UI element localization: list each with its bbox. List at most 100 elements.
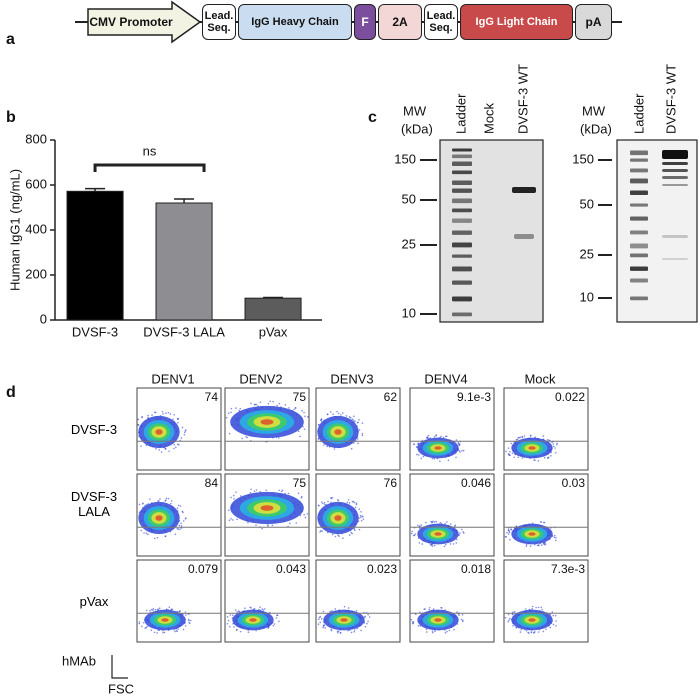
event-dot bbox=[449, 543, 452, 545]
event-dot bbox=[368, 616, 371, 618]
event-dot bbox=[413, 443, 415, 446]
event-dot bbox=[287, 492, 290, 495]
event-dot bbox=[417, 454, 420, 456]
event-dot bbox=[536, 544, 539, 546]
bar bbox=[66, 190, 124, 321]
flow-plot bbox=[503, 559, 589, 643]
event-dot bbox=[307, 416, 309, 418]
event-dot bbox=[461, 528, 463, 531]
event-dot bbox=[182, 520, 185, 522]
event-dot bbox=[229, 614, 232, 616]
event-dot bbox=[505, 450, 507, 453]
event-dot bbox=[303, 411, 305, 414]
event-dot bbox=[253, 490, 256, 492]
event-dot bbox=[230, 411, 232, 414]
event-dot bbox=[412, 621, 414, 623]
event-dot bbox=[230, 407, 233, 410]
event-dot bbox=[552, 443, 555, 445]
event-dot bbox=[273, 623, 276, 625]
gate-frequency: 0.023 bbox=[367, 562, 397, 576]
event-dot bbox=[236, 518, 238, 521]
event-dot bbox=[176, 418, 179, 420]
ladder-band bbox=[452, 218, 472, 223]
ladder-band bbox=[452, 198, 472, 204]
event-dot bbox=[413, 534, 416, 537]
event-dot bbox=[272, 624, 275, 627]
event-dot bbox=[361, 422, 364, 424]
event-dot bbox=[531, 607, 534, 610]
y-tick-label: 0 bbox=[40, 311, 47, 326]
event-dot bbox=[320, 419, 322, 421]
event-dot bbox=[173, 447, 175, 450]
density-contour bbox=[528, 446, 536, 450]
event-dot bbox=[247, 631, 250, 633]
event-dot bbox=[537, 606, 540, 609]
event-dot bbox=[330, 628, 333, 631]
event-dot bbox=[542, 521, 545, 524]
event-dot bbox=[367, 620, 369, 623]
event-dot bbox=[352, 419, 355, 421]
event-dot bbox=[360, 511, 362, 513]
event-dot bbox=[552, 614, 555, 617]
event-dot bbox=[552, 445, 555, 448]
event-dot bbox=[318, 618, 320, 620]
event-dot bbox=[549, 613, 552, 616]
event-dot bbox=[324, 627, 326, 629]
event-dot bbox=[185, 517, 187, 519]
event-dot bbox=[267, 402, 270, 405]
column-header: DENV1 bbox=[151, 371, 194, 386]
event-dot bbox=[323, 501, 326, 504]
event-dot bbox=[176, 527, 179, 530]
event-dot bbox=[459, 443, 461, 445]
event-dot bbox=[510, 528, 513, 530]
event-dot bbox=[267, 627, 270, 629]
event-dot bbox=[164, 500, 166, 502]
event-dot bbox=[227, 619, 230, 622]
density-contour bbox=[528, 532, 536, 536]
event-dot bbox=[353, 629, 356, 631]
event-dot bbox=[342, 537, 344, 540]
event-dot bbox=[228, 432, 231, 435]
event-dot bbox=[416, 453, 418, 456]
event-dot bbox=[519, 436, 522, 439]
event-dot bbox=[295, 522, 298, 524]
event-dot bbox=[179, 528, 181, 530]
gate-frequency: 84 bbox=[205, 476, 219, 490]
event-dot bbox=[164, 447, 167, 450]
event-dot bbox=[348, 502, 351, 504]
event-dot bbox=[326, 413, 329, 416]
event-dot bbox=[299, 435, 301, 438]
event-dot bbox=[253, 607, 256, 610]
event-dot bbox=[410, 618, 413, 621]
event-dot bbox=[320, 617, 323, 620]
lane-label: Ladder bbox=[453, 93, 468, 134]
event-dot bbox=[354, 420, 356, 422]
event-dot bbox=[302, 425, 304, 428]
event-dot bbox=[361, 432, 364, 435]
event-dot bbox=[333, 448, 336, 450]
event-dot bbox=[431, 630, 434, 632]
event-dot bbox=[246, 436, 248, 439]
density-contour bbox=[249, 618, 257, 622]
event-dot bbox=[534, 436, 537, 438]
event-dot bbox=[552, 623, 555, 626]
event-dot bbox=[158, 449, 161, 451]
density-contour bbox=[434, 446, 442, 450]
mw-label: MW bbox=[582, 103, 606, 118]
event-dot bbox=[233, 626, 235, 628]
event-dot bbox=[165, 412, 167, 414]
ladder-band bbox=[630, 168, 648, 173]
event-dot bbox=[149, 610, 151, 612]
event-dot bbox=[235, 407, 237, 409]
event-dot bbox=[179, 610, 181, 612]
event-dot bbox=[317, 438, 320, 440]
event-dot bbox=[358, 418, 360, 421]
event-dot bbox=[461, 450, 463, 452]
event-dot bbox=[162, 413, 164, 415]
event-dot bbox=[255, 524, 257, 527]
event-dot bbox=[177, 504, 180, 507]
event-dot bbox=[347, 629, 349, 632]
event-dot bbox=[301, 495, 303, 498]
event-dot bbox=[433, 521, 436, 523]
gate-frequency: 0.046 bbox=[461, 476, 491, 490]
